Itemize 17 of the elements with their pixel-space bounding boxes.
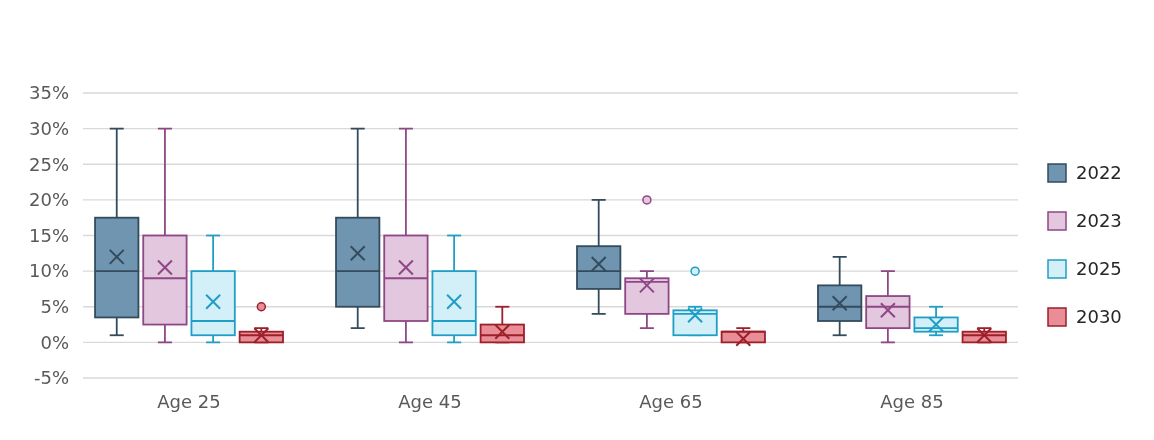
legend-label: 2030 xyxy=(1076,306,1122,328)
x-tick-label: Age 85 xyxy=(880,391,944,412)
y-tick-label: 35% xyxy=(28,82,69,104)
x-tick-label: Age 45 xyxy=(398,391,462,412)
y-tick-label: 15% xyxy=(28,224,69,246)
legend-label: 2025 xyxy=(1076,258,1122,280)
y-tick-label: 0% xyxy=(40,331,69,353)
y-tick-label: 5% xyxy=(40,296,69,318)
y-tick-label: 10% xyxy=(28,260,69,282)
legend-label: 2023 xyxy=(1076,210,1122,232)
y-tick-label: 30% xyxy=(28,117,69,139)
x-tick-label: Age 65 xyxy=(639,391,703,412)
y-tick-label: 20% xyxy=(28,189,69,211)
legend-label: 2022 xyxy=(1076,162,1122,184)
x-tick-label: Age 25 xyxy=(157,391,221,412)
y-tick-label: 25% xyxy=(28,153,69,175)
y-tick-label: -5% xyxy=(33,367,69,389)
